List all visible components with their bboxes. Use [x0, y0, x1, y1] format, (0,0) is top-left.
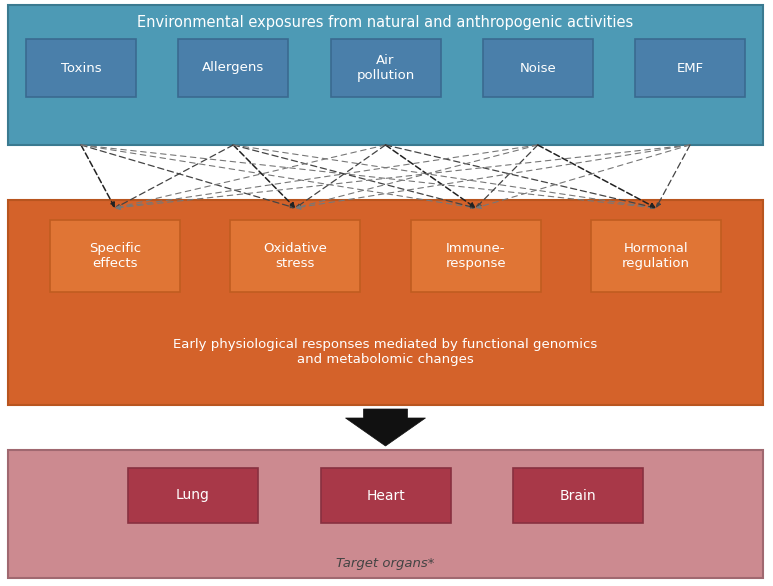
FancyBboxPatch shape [8, 5, 763, 145]
Text: Toxins: Toxins [61, 62, 101, 74]
FancyBboxPatch shape [128, 468, 258, 523]
FancyBboxPatch shape [410, 220, 540, 292]
Text: Brain: Brain [560, 489, 596, 503]
Text: Noise: Noise [519, 62, 556, 74]
Text: Immune-
response: Immune- response [445, 242, 506, 270]
Text: Oxidative
stress: Oxidative stress [264, 242, 327, 270]
FancyBboxPatch shape [26, 39, 136, 97]
Text: Heart: Heart [366, 489, 405, 503]
Text: Target organs*: Target organs* [336, 557, 434, 571]
FancyBboxPatch shape [179, 39, 288, 97]
FancyBboxPatch shape [321, 468, 451, 523]
Polygon shape [346, 409, 425, 446]
FancyBboxPatch shape [635, 39, 745, 97]
FancyBboxPatch shape [8, 200, 763, 405]
Text: EMF: EMF [676, 62, 703, 74]
FancyBboxPatch shape [8, 450, 763, 578]
FancyBboxPatch shape [513, 468, 643, 523]
FancyBboxPatch shape [591, 220, 721, 292]
FancyBboxPatch shape [331, 39, 441, 97]
Text: Air
pollution: Air pollution [356, 54, 414, 82]
Text: Lung: Lung [176, 489, 210, 503]
FancyBboxPatch shape [483, 39, 593, 97]
Text: Hormonal
regulation: Hormonal regulation [622, 242, 690, 270]
Text: Specific
effects: Specific effects [89, 242, 141, 270]
FancyBboxPatch shape [50, 220, 180, 292]
Text: Environmental exposures from natural and anthropogenic activities: Environmental exposures from natural and… [138, 15, 634, 30]
Text: Allergens: Allergens [202, 62, 264, 74]
Text: Early physiological responses mediated by functional genomics
and metabolomic ch: Early physiological responses mediated b… [173, 338, 598, 366]
FancyBboxPatch shape [230, 220, 360, 292]
